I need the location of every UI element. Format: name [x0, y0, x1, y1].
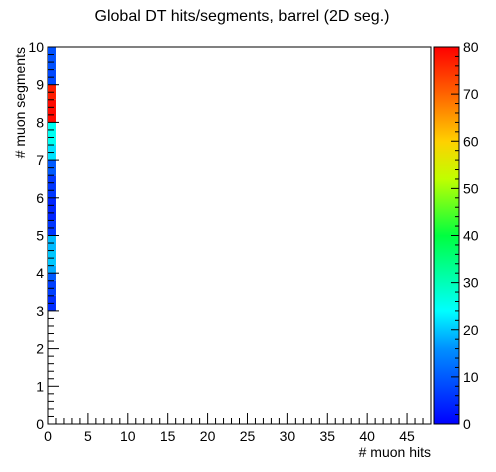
color-scale-label: 60 — [463, 133, 479, 149]
x-tick-label: 45 — [399, 428, 415, 444]
x-tick-label: 0 — [44, 428, 52, 444]
y-tick-label: 10 — [28, 39, 44, 55]
y-tick-label: 9 — [36, 77, 44, 93]
heatmap-cells — [48, 47, 56, 311]
color-scale-label: 80 — [463, 39, 479, 55]
y-axis: 0 1 2 3 4 5 6 7 8 9 10 — [28, 39, 59, 432]
color-scale-label: 40 — [463, 228, 479, 244]
y-tick-label: 3 — [36, 303, 44, 319]
x-tick-label: 15 — [160, 428, 176, 444]
color-scale-label: 10 — [463, 369, 479, 385]
plot-frame — [47, 46, 432, 425]
x-tick-label: 20 — [200, 428, 216, 444]
y-axis-label: # muon segments — [12, 47, 28, 158]
x-axis-label: # muon hits — [359, 444, 431, 460]
heatmap-cell — [48, 99, 56, 123]
y-tick-label: 1 — [36, 378, 44, 394]
y-tick-label: 2 — [36, 341, 44, 357]
heatmap-cell — [48, 122, 56, 146]
x-tick-label: 5 — [84, 428, 92, 444]
x-tick-label: 25 — [240, 428, 256, 444]
chart-title: Global DT hits/segments, barrel (2D seg.… — [95, 8, 390, 25]
y-tick-label: 7 — [36, 152, 44, 168]
color-scale-label: 0 — [463, 416, 471, 432]
x-tick-label: 35 — [319, 428, 335, 444]
color-scale-label: 50 — [463, 180, 479, 196]
x-tick-label: 10 — [120, 428, 136, 444]
x-tick-label: 40 — [359, 428, 375, 444]
heatmap-cell — [48, 265, 56, 274]
x-tick-label: 30 — [280, 428, 296, 444]
heatmap-cell — [48, 273, 56, 281]
heatmap-cell — [48, 175, 56, 198]
color-scale-label: 70 — [463, 86, 479, 102]
x-axis: 0 5 10 15 20 25 30 35 40 45 — [44, 413, 432, 444]
color-scale-axis: 0 10 20 30 40 50 60 70 80 — [451, 39, 479, 432]
heatmap-cell — [48, 47, 56, 70]
y-tick-label: 0 — [36, 416, 44, 432]
y-tick-label: 5 — [36, 228, 44, 244]
heatmap-cell — [48, 197, 56, 221]
color-scale-label: 30 — [463, 275, 479, 291]
y-tick-label: 6 — [36, 190, 44, 206]
color-scale-label: 20 — [463, 322, 479, 338]
y-tick-label: 8 — [36, 114, 44, 130]
y-tick-label: 4 — [36, 265, 44, 281]
